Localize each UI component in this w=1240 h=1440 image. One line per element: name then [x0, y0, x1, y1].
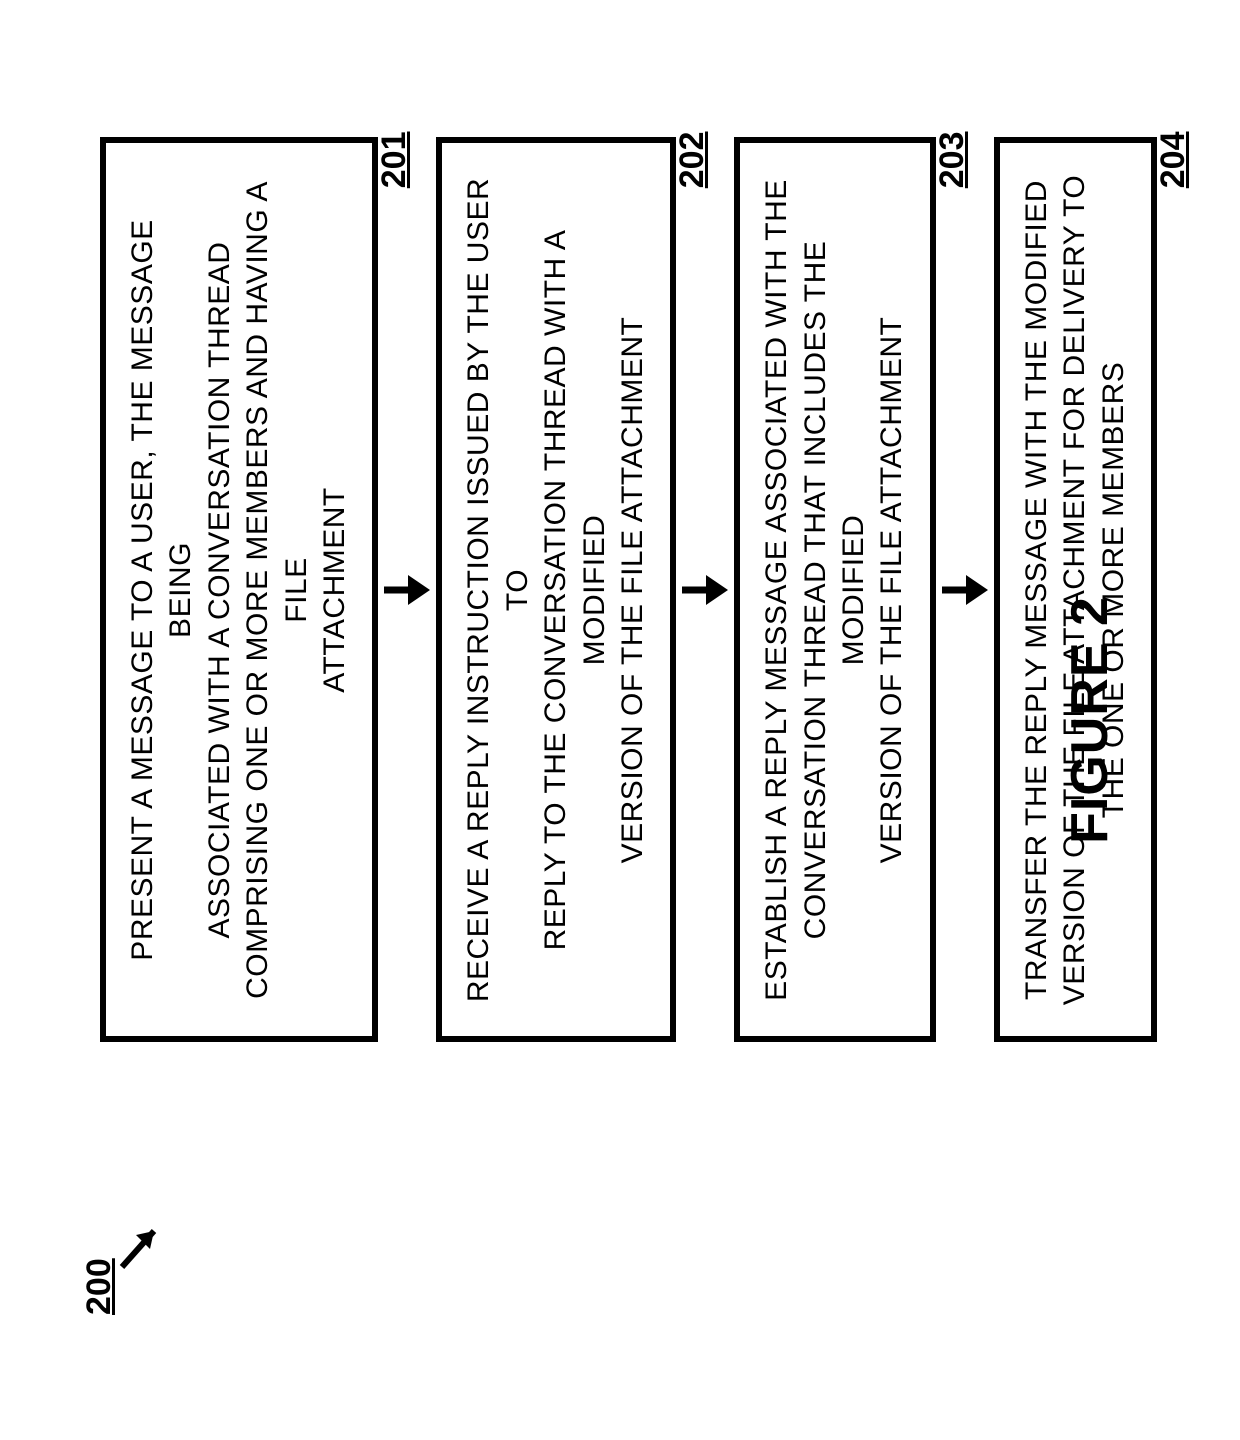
- canvas: 200 PRESENT A MESSAGE TO A USER, THE MES…: [0, 0, 1240, 1440]
- flow-step-text: RECEIVE A REPLY INSTRUCTION ISSUED BY TH…: [460, 172, 652, 1009]
- flowchart: PRESENT A MESSAGE TO A USER, THE MESSAGE…: [100, 120, 1157, 1060]
- arrow-down-icon: [384, 565, 430, 615]
- flow-step-number: 201: [375, 132, 414, 189]
- flow-step: RECEIVE A REPLY INSTRUCTION ISSUED BY TH…: [436, 138, 676, 1043]
- flow-step-number: 204: [1154, 132, 1193, 189]
- flow-step-text: PRESENT A MESSAGE TO A USER, THE MESSAGE…: [124, 172, 354, 1009]
- flow-step-text: ESTABLISH A REPLY MESSAGE ASSOCIATED WIT…: [758, 172, 912, 1009]
- flow-step: PRESENT A MESSAGE TO A USER, THE MESSAGE…: [100, 138, 378, 1043]
- arrow-down-icon: [942, 565, 988, 615]
- flow-step: ESTABLISH A REPLY MESSAGE ASSOCIATED WIT…: [734, 138, 936, 1043]
- flow-step-number: 203: [933, 132, 972, 189]
- figure-caption: FIGURE 2: [1060, 0, 1120, 1440]
- arrow-down-icon: [682, 565, 728, 615]
- rotated-content: 200 PRESENT A MESSAGE TO A USER, THE MES…: [0, 0, 1240, 1440]
- diagram-ref-pointer-icon: [110, 1215, 170, 1275]
- flow-step-number: 202: [673, 132, 712, 189]
